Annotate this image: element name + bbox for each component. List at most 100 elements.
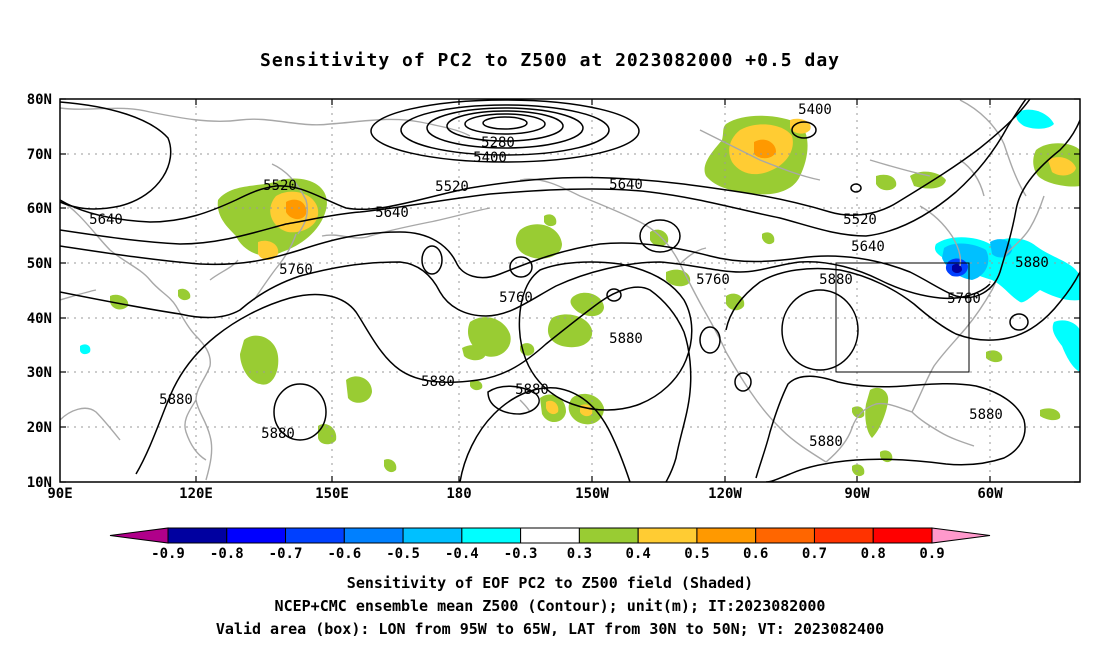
contour-label: 5880: [261, 426, 295, 442]
colorbar-tick-label: 0.4: [626, 546, 651, 562]
colorbar-cell: [696, 527, 757, 544]
colorbar-cell: [285, 527, 345, 544]
contour-label: 5880: [515, 382, 549, 398]
colorbar-tick-label: -0.8: [210, 546, 244, 562]
colorbar-cell: [226, 527, 287, 544]
colorbar-tick-label: 0.8: [861, 546, 886, 562]
contour-label: 5760: [499, 290, 533, 306]
coast-korea: [209, 259, 239, 281]
contour-label: 5400: [473, 150, 507, 166]
colorbar-cell: [520, 527, 580, 544]
coast-canada-arctic: [699, 129, 821, 181]
map-title: Sensitivity of PC2 to Z500 at 2023082000…: [259, 50, 840, 71]
contour-low-center: [370, 99, 640, 163]
coast-greenland: [959, 99, 1027, 197]
lat-label: 60N: [27, 201, 52, 217]
lon-label: 150W: [575, 486, 609, 502]
lat-label: 40N: [27, 311, 52, 327]
contour-label: 5640: [851, 239, 885, 255]
grid-lines: [60, 99, 1080, 482]
contour-label: 5880: [969, 407, 1003, 423]
colorbar-cell: [578, 527, 639, 544]
contour-label: 5760: [279, 262, 313, 278]
lat-label: 70N: [27, 147, 52, 163]
coast-pacific-nw: [679, 247, 707, 265]
coast-west-north-america: [703, 309, 827, 463]
coast-north-canada: [869, 159, 931, 177]
lon-label: 150E: [315, 486, 349, 502]
colorbar-tick-label: -0.6: [327, 546, 361, 562]
coast-kamchatka: [271, 163, 308, 235]
caption-contour: NCEP+CMC ensemble mean Z500 (Contour); u…: [274, 597, 826, 615]
contour-label: 5280: [481, 135, 515, 151]
contour-label: 5400: [798, 102, 832, 118]
coast-japan: [253, 233, 297, 301]
colorbar-tick-label: 0.9: [919, 546, 944, 562]
contour-label-layer: 5280 5400 5400 5520 5520 5520 5640 5640 …: [89, 102, 1049, 450]
shading-pacific: [462, 214, 669, 425]
coast-maritime-canada: [1005, 195, 1045, 255]
contour-label: 5760: [696, 272, 730, 288]
colorbar-cell: [461, 527, 522, 544]
colorbar-tick-label: 0.7: [802, 546, 827, 562]
coast-philippines: [184, 399, 207, 461]
contour-label: 5640: [375, 205, 409, 221]
lat-label: 10N: [27, 475, 52, 491]
lon-label: 90E: [47, 486, 72, 502]
lat-label: 30N: [27, 365, 52, 381]
contour-label: 5520: [263, 178, 297, 194]
contour-label: 5520: [435, 179, 469, 195]
coast-caribbean: [911, 411, 975, 447]
coast-baffin: [959, 159, 985, 197]
coast-gulf-mexico: [825, 402, 913, 463]
shading-layer: [80, 109, 1080, 477]
colorbar-tick-label: -0.4: [445, 546, 479, 562]
contour-label: 5880: [1015, 255, 1049, 271]
contour-label: 5880: [609, 331, 643, 347]
contour-label: 5640: [89, 212, 123, 228]
axis-ticks: [60, 98, 1080, 483]
contour-label: 5640: [609, 177, 643, 193]
colorbar-tick-label: 0.3: [567, 546, 592, 562]
lon-label: 180: [446, 486, 471, 502]
colorbar-tick-label: -0.9: [151, 546, 185, 562]
contour-label: 5880: [159, 392, 193, 408]
colorbar: -0.9 -0.8 -0.7 -0.6 -0.5 -0.4 -0.3 0.3 0.4 0.5 0.6…: [109, 527, 991, 562]
colorbar-low-arrow: [109, 527, 169, 544]
lat-label: 50N: [27, 256, 52, 272]
colorbar-tick-label: -0.5: [386, 546, 420, 562]
colorbar-cell: [343, 527, 404, 544]
coast-east-asia: [60, 199, 213, 481]
z500-contours: [60, 99, 1080, 482]
lon-label: 90W: [844, 486, 870, 502]
coast-alaska: [519, 178, 705, 311]
coastlines: [60, 99, 1045, 481]
colorbar-tick-label: 0.5: [684, 546, 709, 562]
coast-hudson-bay: [919, 205, 962, 267]
contour-label: 5520: [843, 212, 877, 228]
colorbar-tick-label: 0.6: [743, 546, 768, 562]
colorbar-cell: [755, 527, 815, 544]
lon-label: 60W: [977, 486, 1003, 502]
caption-shading: Sensitivity of EOF PC2 to Z500 field (Sh…: [346, 574, 754, 592]
colorbar-tick-label: -0.3: [504, 546, 538, 562]
colorbar-tick-label: -0.7: [269, 546, 303, 562]
colorbar-cell: [872, 527, 933, 544]
lon-label: 120E: [179, 486, 213, 502]
contour-label: 5880: [809, 434, 843, 450]
coast-central-asia: [60, 289, 97, 301]
contour-label: 5760: [947, 291, 981, 307]
lon-label: 120W: [708, 486, 742, 502]
latitude-labels: 80N 70N 60N 50N 40N 30N 20N 10N: [27, 92, 52, 491]
caption-valid-area: Valid area (box): LON from 95W to 65W, L…: [215, 620, 885, 638]
lat-label: 80N: [27, 92, 52, 108]
colorbar-cell: [402, 527, 463, 544]
valid-area-box: [835, 262, 970, 373]
contour-label: 5880: [421, 374, 455, 390]
colorbar-high-arrow: [931, 527, 991, 544]
colorbar-cell: [167, 527, 228, 544]
coast-indochina: [60, 407, 121, 441]
plot-frame: [59, 98, 1081, 483]
longitude-labels: 90E 120E 150E 180 150W 120W 90W 60W: [47, 486, 1003, 502]
